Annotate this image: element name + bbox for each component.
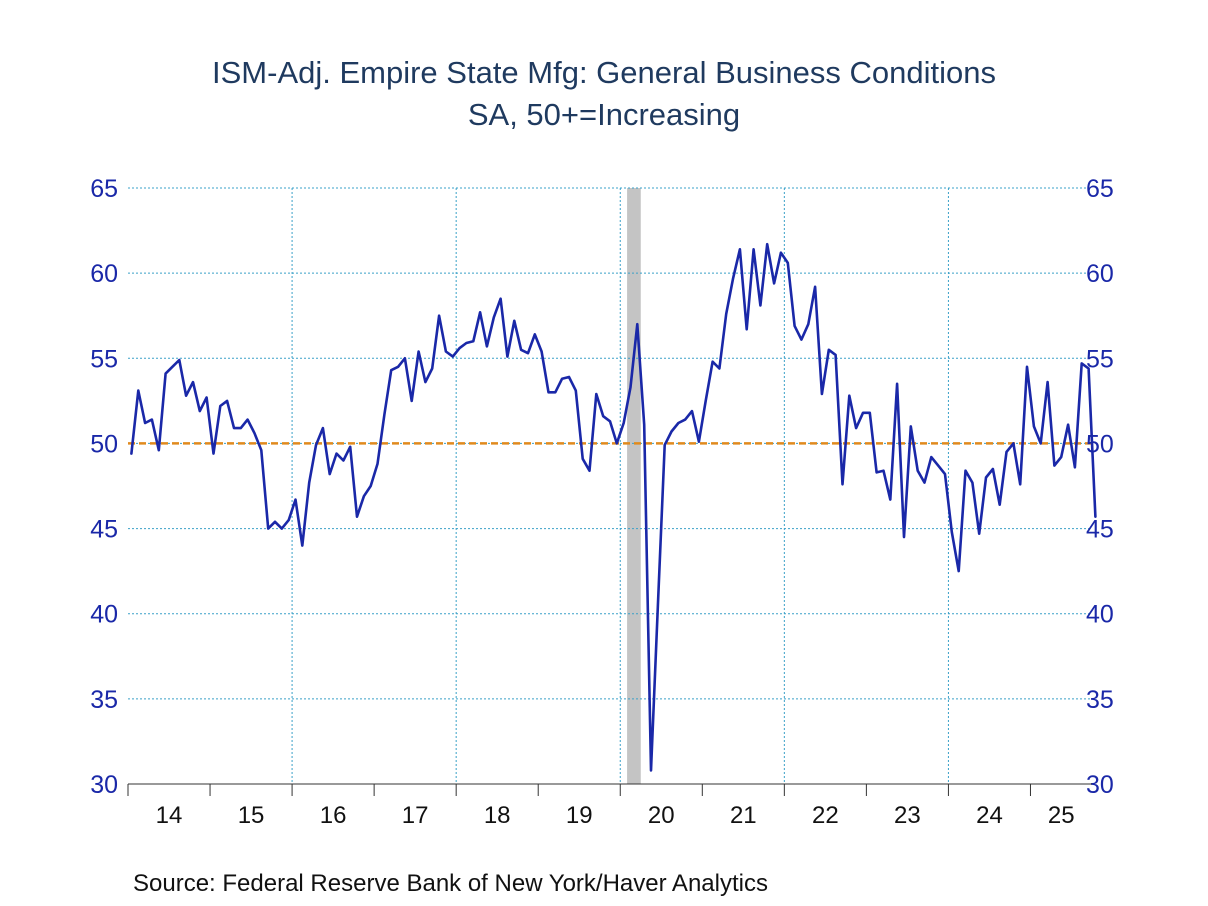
y-tick-label-left-45: 45 (90, 516, 118, 544)
recession-shading-layer (627, 188, 641, 784)
source-note: Source: Federal Reserve Bank of New York… (133, 870, 768, 897)
grid-layer (128, 187, 1092, 784)
y-tick-label-left-40: 40 (90, 601, 118, 629)
x-tick-label-22: 22 (812, 802, 839, 829)
x-tick-label-16: 16 (320, 802, 347, 829)
axes-layer: 30 30 35 35 40 40 45 45 50 50 55 55 60 60 65 65 14 15 16 17… (90, 175, 1114, 829)
chart-subtitle: SA, 50+=Increasing (467, 97, 741, 132)
y-tick-label-right-35: 35 (1086, 686, 1114, 714)
x-tick-label-24: 24 (976, 802, 1003, 829)
x-tick-label-21: 21 (730, 802, 757, 829)
chart-title: ISM-Adj. Empire State Mfg: General Busin… (0, 52, 1208, 136)
x-tick-label-23: 23 (894, 802, 921, 829)
x-tick-label-20: 20 (648, 802, 675, 829)
x-tick-label-18: 18 (484, 802, 511, 829)
x-tick-label-19: 19 (566, 802, 593, 829)
y-tick-label-right-45: 45 (1086, 516, 1114, 544)
y-tick-label-right-65: 65 (1086, 175, 1114, 203)
y-tick-label-left-35: 35 (90, 686, 118, 714)
recession-shading (627, 188, 641, 784)
y-tick-label-right-30: 30 (1086, 771, 1114, 799)
y-tick-label-right-55: 55 (1086, 345, 1114, 373)
y-tick-label-left-60: 60 (90, 260, 118, 288)
y-tick-label-left-30: 30 (90, 771, 118, 799)
series-layer (130, 242, 1097, 772)
y-tick-label-left-65: 65 (90, 175, 118, 203)
x-tick-label-15: 15 (238, 802, 265, 829)
series-line-0 (130, 242, 1097, 772)
chart-title-line1: ISM-Adj. Empire State Mfg: General Busin… (212, 55, 996, 90)
y-tick-label-right-60: 60 (1086, 260, 1114, 288)
x-tick-label-14: 14 (156, 802, 183, 829)
x-tick-label-25: 25 (1048, 802, 1075, 829)
y-tick-label-right-50: 50 (1086, 430, 1114, 458)
y-tick-label-left-50: 50 (90, 430, 118, 458)
y-tick-label-right-40: 40 (1086, 601, 1114, 629)
x-tick-label-17: 17 (402, 802, 429, 829)
y-tick-label-left-55: 55 (90, 345, 118, 373)
